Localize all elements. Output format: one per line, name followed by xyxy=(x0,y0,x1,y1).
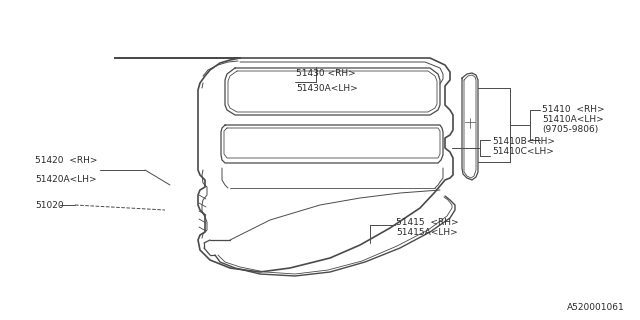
Text: 51415  <RH>: 51415 <RH> xyxy=(396,218,459,227)
Text: 51415A<LH>: 51415A<LH> xyxy=(396,228,458,237)
Text: 51410C<LH>: 51410C<LH> xyxy=(492,147,554,156)
Text: 51410A<LH>: 51410A<LH> xyxy=(542,115,604,124)
Text: 51420A<LH>: 51420A<LH> xyxy=(35,175,97,184)
Text: 51410B<RH>: 51410B<RH> xyxy=(492,137,555,146)
Text: (9705-9806): (9705-9806) xyxy=(542,125,598,134)
Text: 51430 <RH>: 51430 <RH> xyxy=(296,69,356,78)
Text: 51430A<LH>: 51430A<LH> xyxy=(296,84,358,93)
Text: 51020: 51020 xyxy=(35,201,63,210)
Text: 51420  <RH>: 51420 <RH> xyxy=(35,156,97,165)
Text: A520001061: A520001061 xyxy=(567,303,625,312)
Text: 51410  <RH>: 51410 <RH> xyxy=(542,105,605,114)
